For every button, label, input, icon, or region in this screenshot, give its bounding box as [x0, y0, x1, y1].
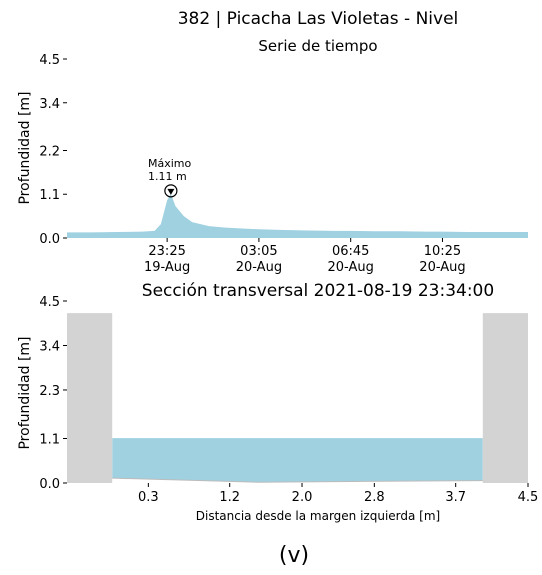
timeseries-y-axis-label: Profundidad [m] — [17, 91, 33, 204]
x-tick-label: 2.8 — [364, 490, 385, 505]
y-tick-label: 0.0 — [39, 477, 60, 492]
cross-section-plot-area — [67, 313, 528, 483]
water-area — [112, 438, 483, 483]
cross-section-x-axis-label: Distancia desde la margen izquierda [m] — [196, 509, 440, 523]
chart-subtitle: Serie de tiempo — [258, 37, 377, 55]
cross-section-y-axis-label: Profundidad [m] — [17, 336, 33, 449]
max-annotation-label: Máximo — [148, 157, 192, 170]
series-area — [67, 193, 528, 238]
cross-section-y-axis: 0.0 1.1 2.3 3.4 4.5 — [39, 295, 67, 492]
max-annotation: Máximo 1.11 m — [148, 157, 192, 198]
figure-caption: (v) — [279, 543, 309, 568]
left-bank — [67, 313, 113, 483]
x-tick-time: 10:25 — [424, 244, 461, 259]
bed-line — [112, 477, 483, 483]
chart-title: 382 | Picacha Las Violetas - Nivel — [178, 9, 459, 29]
cross-section-chart: Sección transversal 2021-08-19 23:34:00 … — [17, 281, 538, 523]
y-tick-label: 0.0 — [39, 232, 60, 247]
y-tick-label: 2.3 — [39, 384, 60, 399]
y-tick-label: 1.1 — [39, 188, 60, 203]
y-tick-label: 4.5 — [39, 295, 60, 310]
x-tick-label: 1.2 — [219, 490, 240, 505]
timeseries-y-axis: 0.0 1.1 2.2 3.4 4.5 — [39, 53, 67, 247]
x-tick-date: 19-Aug — [144, 260, 190, 275]
x-tick-date: 20-Aug — [419, 260, 465, 275]
y-tick-label: 3.4 — [39, 97, 60, 112]
x-tick-label: 4.5 — [518, 490, 539, 505]
y-tick-label: 3.4 — [39, 339, 60, 354]
x-tick-date: 20-Aug — [236, 260, 282, 275]
x-tick-time: 03:05 — [240, 244, 277, 259]
y-tick-label: 1.1 — [39, 433, 60, 448]
x-tick-label: 3.7 — [445, 490, 466, 505]
x-tick-time: 06:45 — [332, 244, 369, 259]
max-annotation-value: 1.11 m — [148, 170, 187, 183]
cross-section-title: Sección transversal 2021-08-19 23:34:00 — [142, 281, 494, 301]
x-tick-label: 0.3 — [138, 490, 159, 505]
right-bank — [482, 313, 528, 483]
x-tick-time: 23:25 — [148, 244, 185, 259]
max-marker-ring — [164, 184, 178, 198]
y-tick-label: 4.5 — [39, 53, 60, 68]
y-tick-label: 2.2 — [39, 144, 60, 159]
timeseries-plot-area — [67, 193, 528, 238]
cross-section-x-axis: 0.3 1.2 2.0 2.8 3.7 4.5 — [138, 483, 538, 505]
x-tick-label: 2.0 — [292, 490, 313, 505]
x-tick-date: 20-Aug — [328, 260, 374, 275]
timeseries-x-axis: 23:2519-Aug03:0520-Aug06:4520-Aug10:2520… — [144, 238, 466, 275]
timeseries-chart: 382 | Picacha Las Violetas - Nivel Serie… — [17, 9, 528, 275]
max-marker-arrow — [167, 188, 175, 195]
